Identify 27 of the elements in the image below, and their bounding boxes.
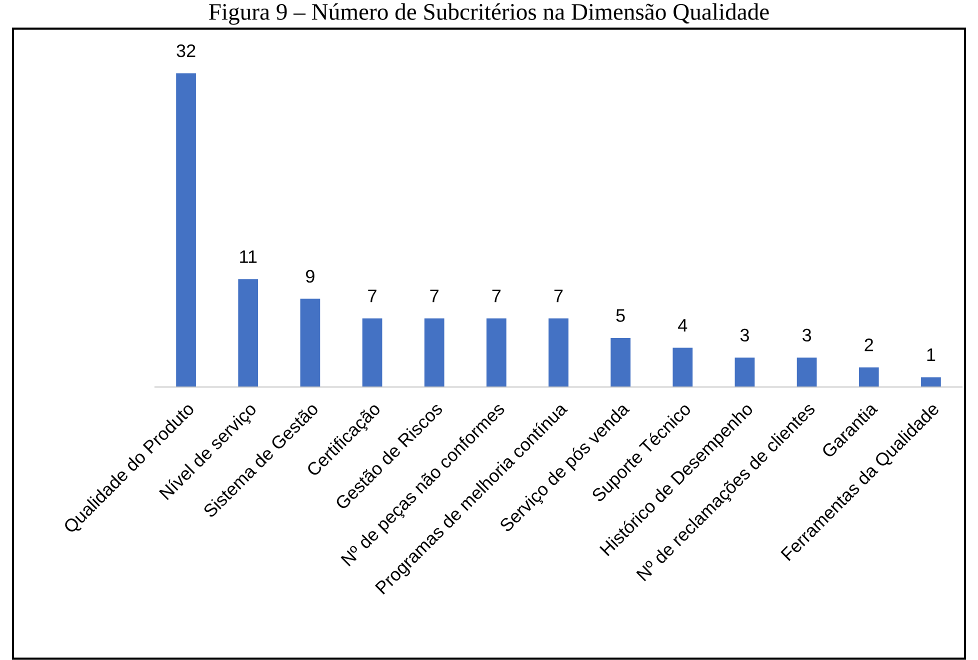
bar	[300, 298, 320, 387]
data-label: 2	[864, 338, 873, 352]
data-label: 7	[492, 290, 501, 302]
data-label: 3	[740, 328, 749, 342]
data-label: 7	[554, 290, 563, 302]
bar	[672, 348, 693, 387]
bar	[921, 377, 941, 387]
bar	[486, 318, 506, 387]
bar	[796, 358, 817, 387]
bar	[610, 338, 631, 387]
data-label: 9	[306, 270, 314, 283]
data-label: 3	[802, 328, 812, 342]
data-label: 11	[240, 250, 257, 263]
bar	[424, 318, 444, 387]
bar	[858, 367, 879, 387]
data-label: 7	[430, 290, 438, 302]
data-label: 1	[927, 348, 936, 361]
chart-title: Figura 9 – Número de Subcritérios na Dimensão Qualidade	[209, 3, 769, 25]
bar	[548, 318, 568, 387]
bar	[362, 318, 382, 387]
bar	[734, 358, 755, 387]
data-label: 5	[616, 309, 625, 322]
bar	[238, 279, 258, 387]
bar	[176, 73, 196, 387]
data-label: 4	[678, 319, 688, 332]
data-label: 32	[176, 44, 196, 58]
data-label: 7	[368, 290, 376, 302]
